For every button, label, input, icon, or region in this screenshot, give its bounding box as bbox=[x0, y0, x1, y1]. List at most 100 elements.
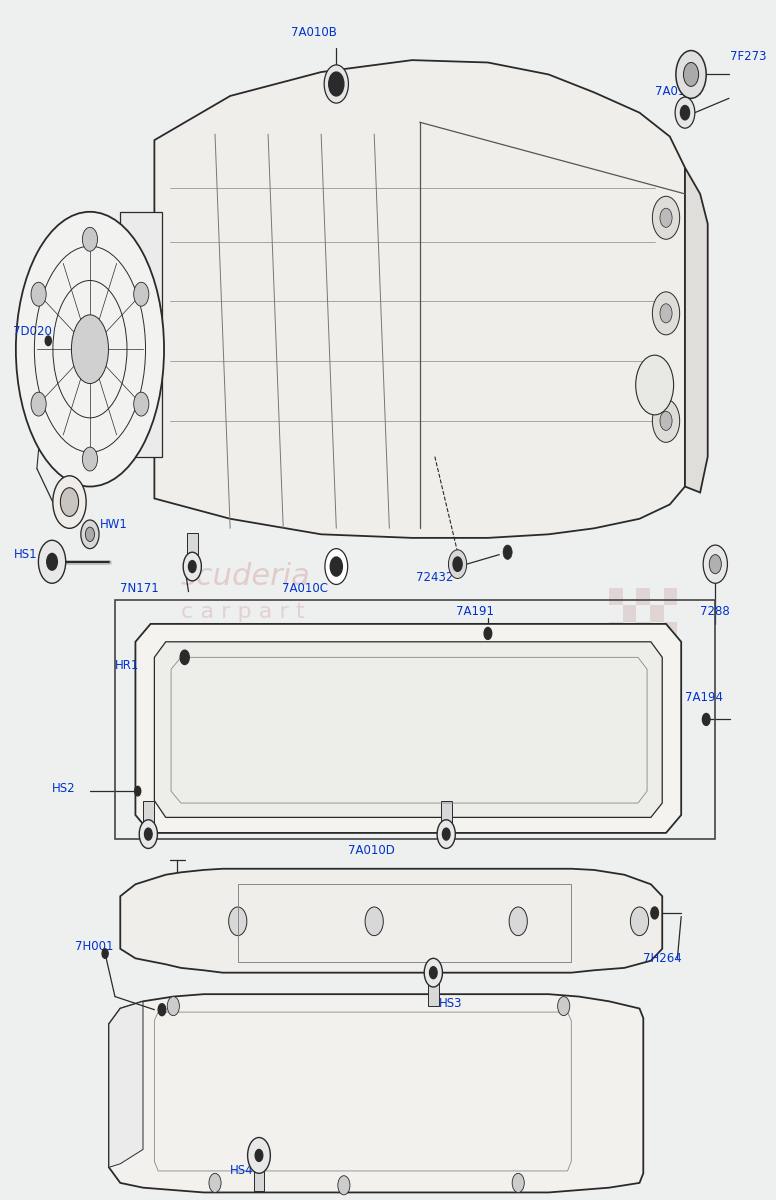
Circle shape bbox=[449, 550, 466, 578]
Circle shape bbox=[702, 714, 710, 726]
Circle shape bbox=[660, 209, 672, 227]
Bar bbox=[650, 605, 663, 623]
Circle shape bbox=[38, 540, 66, 583]
Bar bbox=[428, 980, 438, 1006]
Circle shape bbox=[430, 967, 437, 979]
Circle shape bbox=[61, 487, 78, 516]
Circle shape bbox=[81, 520, 99, 548]
Circle shape bbox=[703, 545, 727, 583]
Circle shape bbox=[653, 292, 680, 335]
Circle shape bbox=[31, 282, 47, 306]
Bar bbox=[650, 640, 663, 656]
Text: 7288: 7288 bbox=[700, 606, 730, 618]
Circle shape bbox=[651, 907, 659, 919]
Circle shape bbox=[512, 1174, 525, 1193]
Circle shape bbox=[139, 820, 158, 848]
Text: HS4: HS4 bbox=[230, 1164, 254, 1177]
Ellipse shape bbox=[71, 314, 109, 384]
Circle shape bbox=[653, 400, 680, 443]
Circle shape bbox=[248, 1138, 270, 1174]
Bar bbox=[623, 605, 636, 623]
Text: c a r p a r t: c a r p a r t bbox=[181, 602, 304, 622]
Circle shape bbox=[675, 97, 695, 128]
Polygon shape bbox=[154, 642, 662, 817]
Circle shape bbox=[660, 412, 672, 431]
Circle shape bbox=[31, 392, 47, 416]
Circle shape bbox=[331, 557, 342, 576]
Text: 7A010D: 7A010D bbox=[348, 845, 394, 857]
Circle shape bbox=[442, 828, 450, 840]
Bar bbox=[441, 800, 452, 827]
Text: 7H001: 7H001 bbox=[74, 940, 113, 953]
Bar bbox=[636, 623, 650, 640]
Text: 72432: 72432 bbox=[416, 571, 453, 584]
Circle shape bbox=[82, 448, 98, 472]
Text: HW1: HW1 bbox=[100, 518, 128, 532]
Text: 7F273: 7F273 bbox=[730, 50, 767, 64]
Circle shape bbox=[135, 786, 140, 796]
Circle shape bbox=[133, 282, 149, 306]
Text: scuderia: scuderia bbox=[181, 562, 310, 590]
Text: 7D020: 7D020 bbox=[12, 325, 51, 337]
Circle shape bbox=[133, 392, 149, 416]
Circle shape bbox=[82, 227, 98, 251]
Circle shape bbox=[102, 949, 108, 959]
Circle shape bbox=[653, 197, 680, 239]
Text: 7A010C: 7A010C bbox=[282, 582, 327, 594]
Bar bbox=[237, 884, 571, 962]
Circle shape bbox=[229, 907, 247, 936]
Circle shape bbox=[255, 1150, 263, 1162]
Circle shape bbox=[630, 907, 649, 936]
Circle shape bbox=[453, 557, 462, 571]
Circle shape bbox=[424, 959, 442, 986]
Circle shape bbox=[660, 304, 672, 323]
Polygon shape bbox=[685, 168, 708, 492]
Text: 7A010B: 7A010B bbox=[291, 26, 337, 40]
Bar bbox=[187, 533, 198, 559]
Circle shape bbox=[324, 65, 348, 103]
Text: HR1: HR1 bbox=[115, 659, 140, 672]
Bar bbox=[115, 600, 715, 839]
Polygon shape bbox=[136, 624, 681, 833]
Circle shape bbox=[484, 628, 492, 640]
Bar bbox=[609, 623, 623, 640]
Circle shape bbox=[209, 1174, 221, 1193]
Circle shape bbox=[338, 1176, 350, 1195]
Circle shape bbox=[325, 548, 348, 584]
Bar bbox=[623, 640, 636, 656]
Circle shape bbox=[365, 907, 383, 936]
Circle shape bbox=[53, 475, 86, 528]
Circle shape bbox=[45, 336, 51, 346]
Circle shape bbox=[158, 1003, 166, 1015]
Circle shape bbox=[681, 106, 690, 120]
Text: 7A191: 7A191 bbox=[456, 606, 494, 618]
Circle shape bbox=[168, 996, 179, 1015]
Text: 7A010A: 7A010A bbox=[655, 85, 701, 97]
Text: 7N171: 7N171 bbox=[120, 582, 159, 594]
Text: HS3: HS3 bbox=[438, 997, 462, 1010]
Circle shape bbox=[144, 828, 152, 840]
Circle shape bbox=[329, 72, 344, 96]
Circle shape bbox=[503, 545, 512, 559]
Circle shape bbox=[437, 820, 456, 848]
Circle shape bbox=[709, 554, 722, 574]
Circle shape bbox=[180, 650, 189, 665]
Polygon shape bbox=[120, 869, 662, 973]
Text: 7A194: 7A194 bbox=[685, 691, 723, 704]
Bar bbox=[120, 212, 162, 457]
Polygon shape bbox=[154, 60, 685, 538]
Circle shape bbox=[183, 552, 202, 581]
Circle shape bbox=[558, 996, 570, 1015]
Bar bbox=[254, 1164, 265, 1190]
Circle shape bbox=[676, 50, 706, 98]
Circle shape bbox=[509, 907, 528, 936]
Circle shape bbox=[189, 560, 196, 572]
Polygon shape bbox=[109, 1001, 143, 1168]
Bar bbox=[143, 800, 154, 827]
Bar bbox=[663, 588, 677, 605]
Circle shape bbox=[636, 355, 674, 415]
Text: HS1: HS1 bbox=[14, 548, 38, 562]
Bar bbox=[663, 623, 677, 640]
Circle shape bbox=[684, 62, 698, 86]
Polygon shape bbox=[109, 994, 643, 1193]
